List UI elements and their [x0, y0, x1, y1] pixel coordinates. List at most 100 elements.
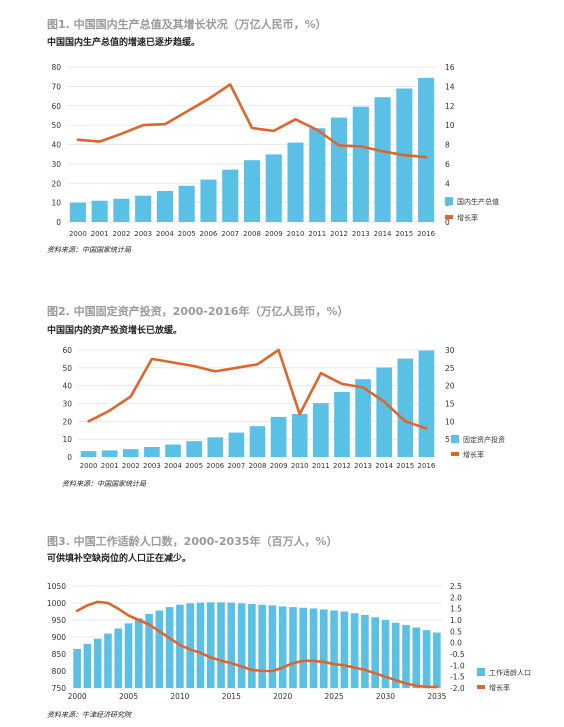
bar [93, 638, 102, 688]
bar [104, 633, 112, 688]
legend-swatch-bar [477, 668, 485, 676]
x-tick-label: 2006 [206, 462, 224, 470]
right-tick-label: 14 [445, 82, 455, 91]
bar [350, 613, 359, 688]
bar [144, 447, 160, 457]
left-tick-label: 60 [62, 346, 72, 355]
x-tick-label: 2008 [243, 230, 261, 238]
x-tick-label: 2003 [143, 462, 161, 470]
x-tick-label: 2020 [273, 692, 292, 701]
right-tick-label: -1.5 [450, 673, 465, 682]
x-tick-label: 2005 [178, 230, 196, 238]
bar [156, 191, 173, 222]
x-tick-label: 2002 [112, 230, 130, 238]
figure-1-subtitle: 中国国内生产总值的增速已逐步趋缓。 [47, 38, 201, 48]
left-tick-label: 80 [51, 63, 61, 72]
x-tick-label: 2014 [374, 230, 392, 238]
bar [299, 607, 308, 688]
legend-swatch-line [451, 452, 459, 456]
bar [91, 200, 108, 222]
bar [122, 449, 139, 457]
x-tick-label: 2009 [265, 230, 283, 238]
bar [309, 128, 326, 222]
legend-label-line: 增长率 [489, 683, 510, 692]
bar [291, 414, 308, 457]
bar [200, 179, 217, 222]
x-tick-label: 2005 [119, 692, 138, 701]
bar [402, 625, 410, 688]
bar [313, 403, 329, 457]
bar [178, 185, 195, 222]
x-tick-label: 2013 [354, 462, 372, 470]
figure-3-chart: 750 800 850 900 950 1000 1050 -2.0 -1.5 -1.0 -0.5 0… [47, 582, 531, 701]
bar [287, 142, 304, 222]
figure-1-title: 图1. 中国国内生产总值及其增长状况（万亿人民币，%） [47, 18, 327, 31]
bar [340, 611, 349, 688]
right-tick-label: 1.0 [450, 616, 462, 625]
right-tick-label: 6 [445, 160, 450, 169]
right-tick-label: 0.5 [450, 627, 462, 636]
bar [361, 614, 369, 688]
bar [309, 608, 318, 688]
x-tick-label: 2010 [170, 692, 189, 701]
bar [268, 605, 277, 688]
x-tick-label: 2000 [69, 230, 87, 238]
right-tick-label: 15 [445, 400, 455, 409]
left-tick-label: 50 [51, 121, 61, 130]
left-tick-label: 20 [51, 179, 61, 188]
x-tick-label: 2000 [80, 462, 98, 470]
figure-2-chart: 0 10 20 30 40 50 60 5 10 15 20 25 30 2000 2001 2002 2003… [62, 346, 505, 470]
left-tick-label: 50 [62, 364, 72, 373]
x-tick-label: 2007 [221, 230, 239, 238]
right-tick-label: -0.5 [450, 650, 465, 659]
bar [391, 622, 400, 688]
legend-swatch-bar [451, 435, 459, 443]
bar [422, 630, 431, 688]
right-tick-label: 12 [445, 102, 455, 111]
x-tick-label: 2002 [122, 462, 140, 470]
x-tick-label: 2030 [376, 692, 395, 701]
right-tick-label: 16 [445, 63, 455, 72]
bar [355, 379, 371, 457]
bar [334, 391, 350, 457]
bar [69, 202, 86, 222]
bar [270, 416, 287, 457]
bar [113, 198, 130, 222]
left-tick-label: 950 [52, 616, 67, 625]
bar [371, 617, 379, 688]
left-tick-label: 0 [67, 453, 72, 462]
figure-1-chart: 0102030405060708002468101214162000200120… [51, 63, 499, 238]
x-tick-label: 2004 [156, 230, 174, 238]
right-tick-label: 20 [445, 382, 455, 391]
left-tick-label: 800 [52, 667, 67, 676]
left-tick-label: 10 [62, 435, 72, 444]
bar [265, 154, 282, 222]
x-tick-label: 2011 [308, 230, 326, 238]
right-tick-label: 30 [445, 346, 455, 355]
bar [217, 602, 225, 688]
bar [248, 604, 256, 688]
bar [320, 609, 328, 688]
x-tick-label: 2003 [134, 230, 152, 238]
x-tick-label: 2010 [291, 462, 309, 470]
bar [433, 632, 441, 688]
right-tick-label: 0 [445, 218, 450, 227]
bar [278, 606, 287, 688]
right-tick-label: 0.0 [450, 639, 462, 648]
bar [228, 432, 245, 457]
x-tick-label: 2010 [287, 230, 305, 238]
legend-swatch-line [477, 685, 485, 689]
legend-label-bar: 固定资产投资 [463, 435, 505, 444]
left-tick-label: 30 [62, 400, 72, 409]
bar [418, 350, 435, 457]
bar [186, 603, 194, 688]
bar [101, 450, 118, 457]
left-tick-label: 0 [56, 218, 61, 227]
left-tick-label: 750 [52, 684, 67, 693]
x-tick-label: 2035 [427, 692, 446, 701]
bar [124, 623, 133, 688]
figure-2-subtitle: 中国国内的资产投资增长已放缓。 [47, 326, 183, 336]
legend-label-bar: 工作适龄人口 [489, 668, 531, 677]
